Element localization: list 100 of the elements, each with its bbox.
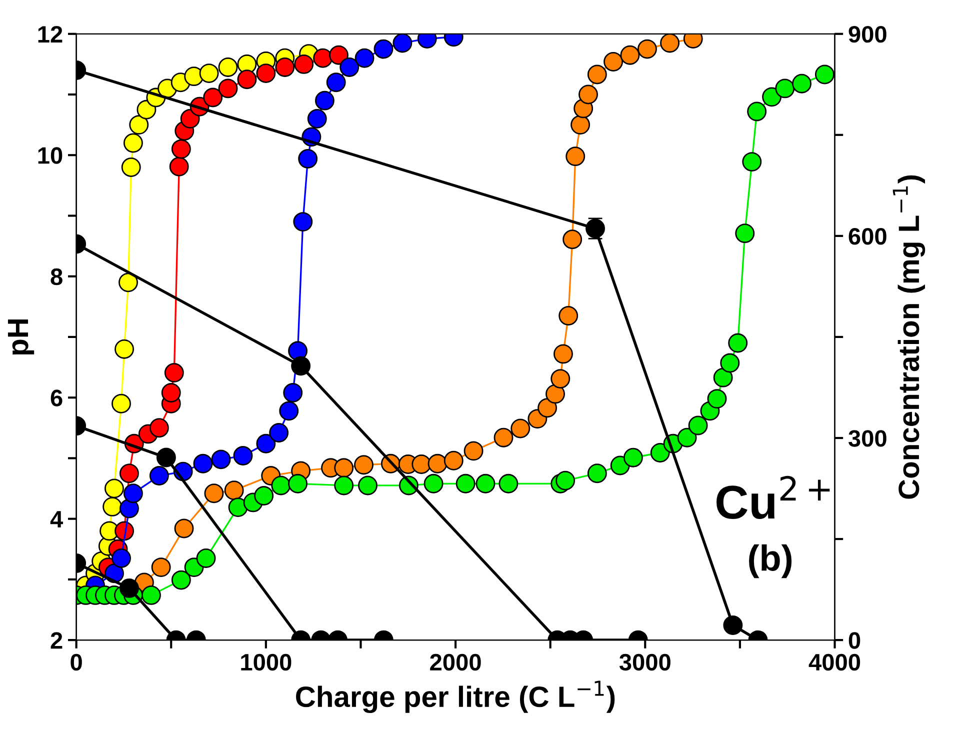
- point: [464, 441, 484, 461]
- point: [650, 443, 670, 462]
- point: [578, 84, 598, 104]
- point: [660, 34, 680, 53]
- point: [114, 339, 134, 359]
- point: [775, 78, 795, 98]
- x-axis-title: Charge per litre (C L$^{−1}$): [296, 680, 615, 714]
- point: [554, 344, 573, 364]
- point: [112, 548, 131, 568]
- y2-tick-label: 900: [848, 26, 886, 43]
- point: [562, 230, 582, 250]
- y2-tick-label: 0: [848, 632, 860, 649]
- point: [204, 484, 224, 504]
- y2-axis-title: Concentration (mg L$^{−1}$): [892, 175, 926, 499]
- point: [151, 558, 171, 578]
- point: [129, 115, 149, 135]
- point: [566, 146, 586, 166]
- point: [444, 450, 464, 470]
- point: [102, 496, 122, 516]
- point: [149, 418, 169, 438]
- point: [184, 66, 204, 86]
- point: [193, 454, 213, 474]
- point: [288, 474, 308, 494]
- point: [218, 58, 238, 77]
- point: [728, 333, 748, 353]
- point: [164, 363, 184, 382]
- annotation: Cu$^{2+}$: [716, 476, 830, 520]
- y-tick-label: 4: [50, 511, 63, 528]
- x-tick-label: 0: [70, 654, 82, 671]
- point: [735, 224, 755, 244]
- point: [237, 70, 257, 90]
- point: [570, 115, 590, 135]
- point: [412, 454, 432, 474]
- point: [358, 476, 378, 496]
- y-axis-title: pH: [8, 319, 34, 354]
- point: [623, 448, 643, 468]
- point: [713, 368, 733, 388]
- point: [424, 474, 444, 494]
- point: [747, 102, 767, 122]
- annotation: (b): [749, 544, 792, 578]
- point: [638, 39, 657, 59]
- point: [307, 109, 327, 128]
- point: [254, 486, 274, 506]
- point: [620, 45, 640, 65]
- x-tick-label: 1000: [241, 654, 292, 671]
- y-tick-label: 6: [50, 390, 62, 406]
- point: [677, 428, 697, 448]
- point: [203, 88, 223, 108]
- point: [707, 389, 727, 409]
- point: [271, 476, 291, 496]
- point: [742, 152, 762, 172]
- point: [329, 45, 348, 65]
- point: [374, 39, 394, 59]
- point: [112, 394, 131, 414]
- point: [313, 48, 333, 68]
- point: [428, 454, 448, 474]
- point: [123, 484, 143, 504]
- point: [354, 455, 374, 475]
- point: [604, 52, 624, 72]
- point: [558, 306, 578, 326]
- y2-tick-label: 300: [848, 430, 886, 447]
- point: [498, 474, 518, 494]
- point: [196, 548, 216, 568]
- point: [118, 272, 138, 292]
- point: [233, 446, 253, 466]
- point: [120, 464, 139, 484]
- point: [199, 64, 219, 84]
- x-tick-label: 3000: [619, 654, 670, 671]
- point: [587, 464, 607, 484]
- point: [123, 133, 143, 153]
- point: [149, 466, 169, 486]
- y-tick-label: 12: [38, 26, 62, 42]
- point: [326, 72, 346, 92]
- point: [494, 428, 514, 448]
- point: [456, 474, 476, 494]
- point: [279, 401, 299, 421]
- point: [720, 353, 740, 373]
- point: [120, 498, 139, 518]
- point: [256, 64, 276, 84]
- point: [283, 383, 303, 402]
- point: [169, 156, 189, 176]
- point: [334, 476, 354, 496]
- point: [314, 90, 334, 110]
- y-tick-label: 8: [50, 268, 62, 286]
- point: [392, 34, 412, 53]
- point: [688, 416, 708, 436]
- point: [298, 149, 318, 168]
- point: [161, 383, 181, 402]
- point: [354, 48, 374, 68]
- point: [340, 58, 360, 77]
- point: [275, 58, 295, 77]
- point: [171, 139, 191, 159]
- y-tick-label: 2: [50, 632, 62, 649]
- point: [224, 480, 244, 500]
- point: [476, 474, 496, 494]
- point: [762, 87, 782, 107]
- y-tick-label: 10: [38, 147, 62, 164]
- point: [218, 78, 238, 98]
- point: [141, 585, 161, 605]
- y2-tick-label: 600: [848, 228, 886, 245]
